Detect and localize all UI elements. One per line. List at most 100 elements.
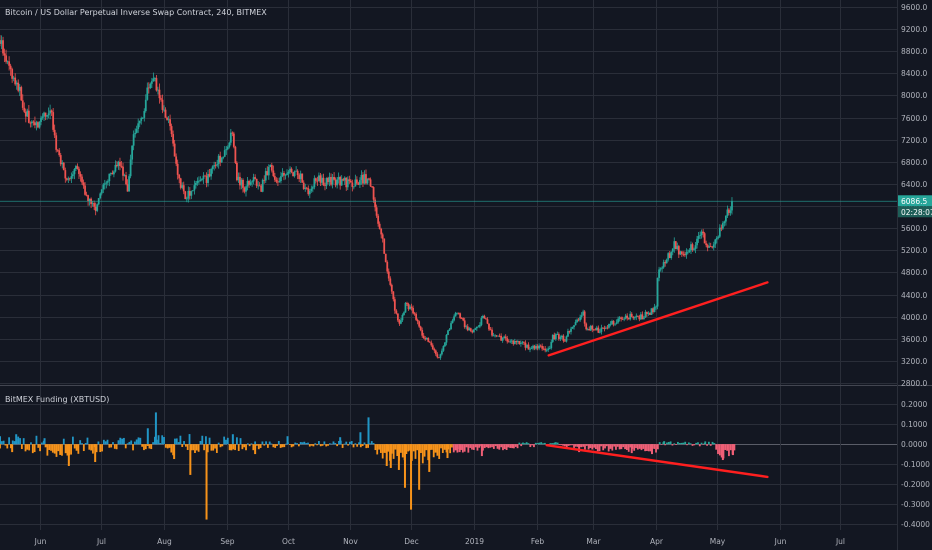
time-tick-label: Mar [586, 537, 601, 546]
candle-body [416, 319, 419, 322]
funding-bar [277, 440, 280, 445]
funding-bar [274, 444, 277, 448]
candle-body [694, 245, 697, 249]
funding-bar [11, 440, 14, 445]
candle-body [214, 165, 217, 166]
candle-body [125, 175, 127, 185]
candle-body [664, 262, 667, 264]
candle-body [642, 317, 645, 320]
funding-bar [354, 443, 357, 445]
funding-axis[interactable]: 0.2000 0.1000 0.0000 -0.1000 -0.2000 -0.3000 -… [901, 400, 930, 529]
funding-bar [314, 443, 317, 445]
candle-body [3, 53, 6, 56]
candle-body [284, 174, 287, 176]
funding-bar [48, 444, 51, 450]
funding-bar [81, 443, 83, 445]
time-axis[interactable]: Jun Jul Aug Sep Oct Nov Dec 2019 Feb Mar Apr May Jun… [34, 537, 845, 546]
candle-body [109, 172, 112, 174]
candle-body [591, 325, 594, 330]
funding-bar [307, 442, 309, 445]
candle-body [281, 172, 284, 177]
funding-bar [631, 444, 634, 449]
funding-bar [53, 444, 56, 454]
funding-bar [228, 444, 231, 451]
candle-body [665, 259, 668, 264]
candle-body [251, 181, 253, 183]
funding-bar [115, 444, 118, 450]
candle-body [519, 343, 522, 344]
funding-bar [347, 444, 349, 446]
candle-body [43, 112, 45, 117]
funding-bar [409, 444, 411, 451]
candle-body [153, 78, 156, 79]
funding-bar [117, 440, 120, 445]
funding-bar [257, 444, 260, 450]
funding-bar [655, 444, 657, 453]
funding-bar [536, 443, 539, 445]
candle-body [565, 336, 568, 342]
candle-body [270, 164, 273, 171]
funding-tick-label: -0.2000 [901, 480, 930, 489]
candle-body [345, 177, 348, 188]
time-tick-label: Jun [34, 537, 47, 546]
candle-body [187, 190, 190, 199]
candle-body [560, 335, 563, 338]
funding-bar [496, 444, 499, 449]
funding-bar [445, 444, 448, 453]
funding-bar [179, 435, 182, 445]
candle-body [264, 171, 267, 181]
candle-body [234, 146, 237, 163]
candle-body [79, 173, 82, 177]
candle-body [169, 119, 171, 127]
funding-bar [629, 444, 632, 448]
candle-body [641, 314, 644, 320]
candle-body [11, 69, 14, 79]
candle-body [439, 354, 442, 358]
candle-body [368, 178, 370, 180]
candle-body [272, 170, 275, 177]
candle-body [78, 168, 80, 174]
candle-body [422, 335, 425, 339]
price-axis[interactable]: 9600.0 9200.0 8800.0 8400.0 8000.0 7600.0 7200… [901, 3, 927, 388]
candle-body [465, 326, 468, 328]
funding-bar [529, 444, 532, 448]
candle-body [267, 166, 270, 176]
candle-body [236, 162, 238, 181]
candle-body [683, 254, 686, 256]
candle-body [196, 180, 199, 183]
funding-bar [538, 442, 541, 445]
funding-bar [10, 444, 12, 449]
funding-bar [163, 437, 165, 445]
candle-body [0, 40, 3, 44]
candle-body [193, 185, 196, 191]
candle-body [14, 77, 17, 85]
funding-bar [365, 444, 368, 449]
candle-body [488, 323, 490, 330]
funding-bar [591, 444, 594, 450]
funding-bar [150, 444, 153, 450]
grid [0, 0, 897, 530]
funding-bar [285, 443, 288, 445]
candle-body [723, 221, 726, 224]
funding-tick-label: 0.0000 [901, 440, 927, 449]
candle-body [419, 326, 422, 331]
funding-bar [308, 444, 311, 447]
funding-bar [418, 444, 421, 460]
candle-body [597, 327, 600, 333]
candle-body [529, 348, 531, 350]
funding-bar [587, 444, 590, 450]
candle-body [55, 135, 58, 150]
candle-body [396, 313, 399, 321]
funding-bar [401, 444, 404, 458]
candle-body [436, 354, 439, 358]
candle-body [258, 185, 261, 187]
funding-bar [724, 444, 727, 450]
funding-bar [707, 441, 710, 445]
candle-body [538, 345, 541, 349]
candle-body [708, 246, 711, 248]
funding-bar [428, 444, 431, 472]
candle-body [491, 329, 493, 336]
funding-bar [19, 438, 21, 445]
funding-bar [660, 444, 663, 445]
